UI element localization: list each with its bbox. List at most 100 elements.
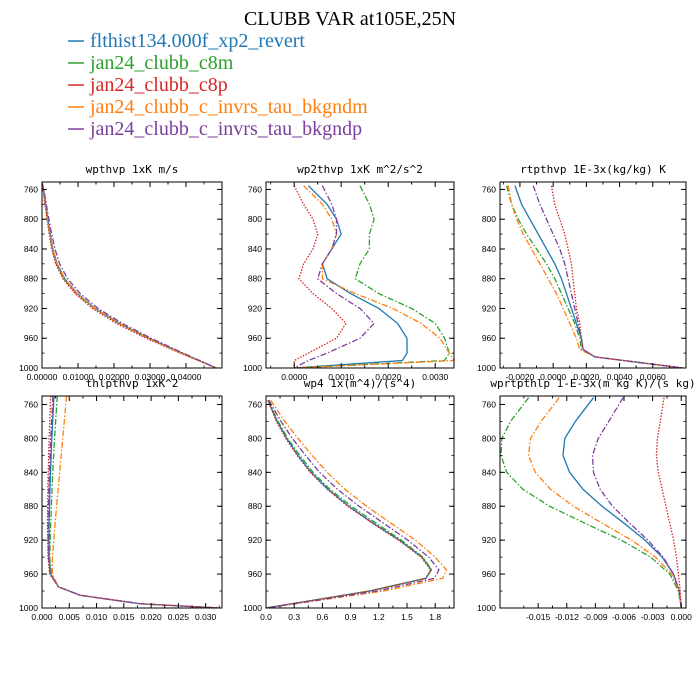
- y-tick-label: 840: [482, 244, 496, 254]
- plot-frame: [41, 395, 223, 609]
- y-tick-label: 960: [248, 333, 262, 343]
- panel-title: wp4 1x(m^4)/(s^4): [304, 377, 417, 390]
- y-tick-label: 920: [24, 303, 38, 313]
- x-tick-label: 0.000: [671, 612, 693, 622]
- x-tick-label: 0.0020: [573, 372, 599, 382]
- y-tick-label: 920: [248, 303, 262, 313]
- y-tick-label: 960: [24, 569, 38, 579]
- x-tick-label: -0.006: [612, 612, 636, 622]
- x-tick-label: 0.030: [195, 612, 217, 622]
- series-line: [655, 397, 682, 608]
- y-tick-label: 880: [248, 274, 262, 284]
- series-line: [591, 397, 682, 608]
- y-tick-label: 840: [24, 467, 38, 477]
- x-tick-label: 1.5: [401, 612, 413, 622]
- y-tick-label: 760: [482, 184, 496, 194]
- y-tick-label: 920: [482, 535, 496, 545]
- x-tick-label: -0.0020: [506, 372, 535, 382]
- x-tick-label: 0.9: [345, 612, 357, 622]
- x-tick-label: 0.000: [31, 612, 53, 622]
- series-line: [266, 399, 440, 608]
- y-tick-label: 760: [24, 399, 38, 409]
- x-tick-label: 0.0030: [422, 372, 448, 382]
- series-line: [42, 182, 217, 368]
- y-tick-label: 800: [24, 433, 38, 443]
- series-line: [294, 185, 408, 368]
- series-line: [294, 185, 454, 368]
- y-tick-label: 760: [482, 399, 496, 409]
- legend-label: flthist134.000f_xp2_revert: [90, 30, 305, 52]
- legend-label: jan24_clubb_c_invrs_tau_bkgndm: [89, 96, 368, 118]
- series-line: [42, 182, 217, 368]
- x-tick-label: 0.0000: [540, 372, 566, 382]
- x-tick-label: 0.005: [59, 612, 81, 622]
- series-line: [532, 185, 683, 368]
- series-group: [46, 396, 220, 608]
- series-line: [266, 399, 433, 608]
- plot-frame: [265, 395, 455, 609]
- y-tick-label: 840: [248, 467, 262, 477]
- x-tick-label: 0.025: [168, 612, 190, 622]
- x-tick-label: 0.010: [86, 612, 108, 622]
- y-tick-label: 840: [482, 467, 496, 477]
- y-tick-label: 840: [24, 244, 38, 254]
- legend-label: jan24_clubb_c_invrs_tau_bkgndp: [89, 118, 362, 140]
- y-tick-label: 760: [248, 184, 262, 194]
- series-line: [294, 185, 450, 368]
- x-tick-label: 0.6: [316, 612, 328, 622]
- y-tick-label: 880: [24, 274, 38, 284]
- y-tick-label: 1000: [19, 603, 38, 613]
- y-tick-label: 800: [24, 214, 38, 224]
- x-tick-label: -0.012: [555, 612, 579, 622]
- x-tick-label: -0.003: [641, 612, 665, 622]
- series-group: [42, 182, 217, 368]
- series-line: [48, 396, 220, 608]
- x-tick-label: 0.0040: [607, 372, 633, 382]
- y-tick-label: 1000: [477, 603, 496, 613]
- x-tick-label: -0.015: [526, 612, 550, 622]
- panel-title: rtpthvp 1E-3x(kg/kg) K: [520, 163, 666, 176]
- x-tick-label: 1.2: [373, 612, 385, 622]
- chart-panel: wp4 1x(m^4)/(s^4)76080084088092096010000…: [243, 377, 455, 622]
- x-tick-label: 0.0060: [640, 372, 666, 382]
- series-line: [42, 182, 217, 368]
- panel-title: wpthvp 1xK m/s: [86, 163, 179, 176]
- y-tick-label: 760: [248, 399, 262, 409]
- legend-label: jan24_clubb_c8p: [89, 74, 228, 96]
- chart-panel: wpthvp 1xK m/s 760 800 840 880 920 960 10000.00…: [19, 163, 223, 382]
- series-line: [266, 399, 432, 608]
- chart-panels: wpthvp 1xK m/s76080084088092096010000.00…: [19, 163, 696, 622]
- y-tick-label: 1000: [243, 603, 262, 613]
- series-line: [562, 397, 682, 608]
- x-tick-label: 0.04000: [171, 372, 202, 382]
- series-line: [46, 396, 220, 608]
- x-tick-label: 1.8: [429, 612, 441, 622]
- y-tick-label: 880: [482, 501, 496, 511]
- series-line: [51, 396, 220, 608]
- y-tick-label: 1000: [477, 363, 496, 373]
- y-tick-label: 960: [482, 333, 496, 343]
- series-line: [293, 185, 347, 368]
- series-line: [527, 397, 682, 608]
- series-line: [266, 399, 433, 608]
- x-tick-label: 0.00000: [27, 372, 58, 382]
- y-tick-label: 800: [248, 433, 262, 443]
- series-line: [506, 185, 683, 368]
- x-tick-label: 0.01000: [63, 372, 94, 382]
- x-tick-label: 0.3: [288, 612, 300, 622]
- x-tick-label: 0.0010: [328, 372, 354, 382]
- y-tick-label: 1000: [243, 363, 262, 373]
- legend: flthist134.000f_xp2_revert jan24_clubb_c8…: [68, 30, 368, 140]
- chart-panel: wp2thvp 1xK m^2/s^2 760 800 840 880 920 960 100…: [243, 163, 455, 382]
- y-tick-label: 920: [248, 535, 262, 545]
- series-line: [500, 397, 682, 608]
- y-tick-label: 920: [24, 535, 38, 545]
- y-tick-label: 880: [248, 501, 262, 511]
- y-tick-label: 840: [248, 244, 262, 254]
- series-line: [550, 185, 683, 368]
- panel-title: thlpthvp 1xK^2: [86, 377, 179, 390]
- y-tick-label: 880: [24, 501, 38, 511]
- y-tick-label: 880: [482, 274, 496, 284]
- series-line: [293, 185, 375, 368]
